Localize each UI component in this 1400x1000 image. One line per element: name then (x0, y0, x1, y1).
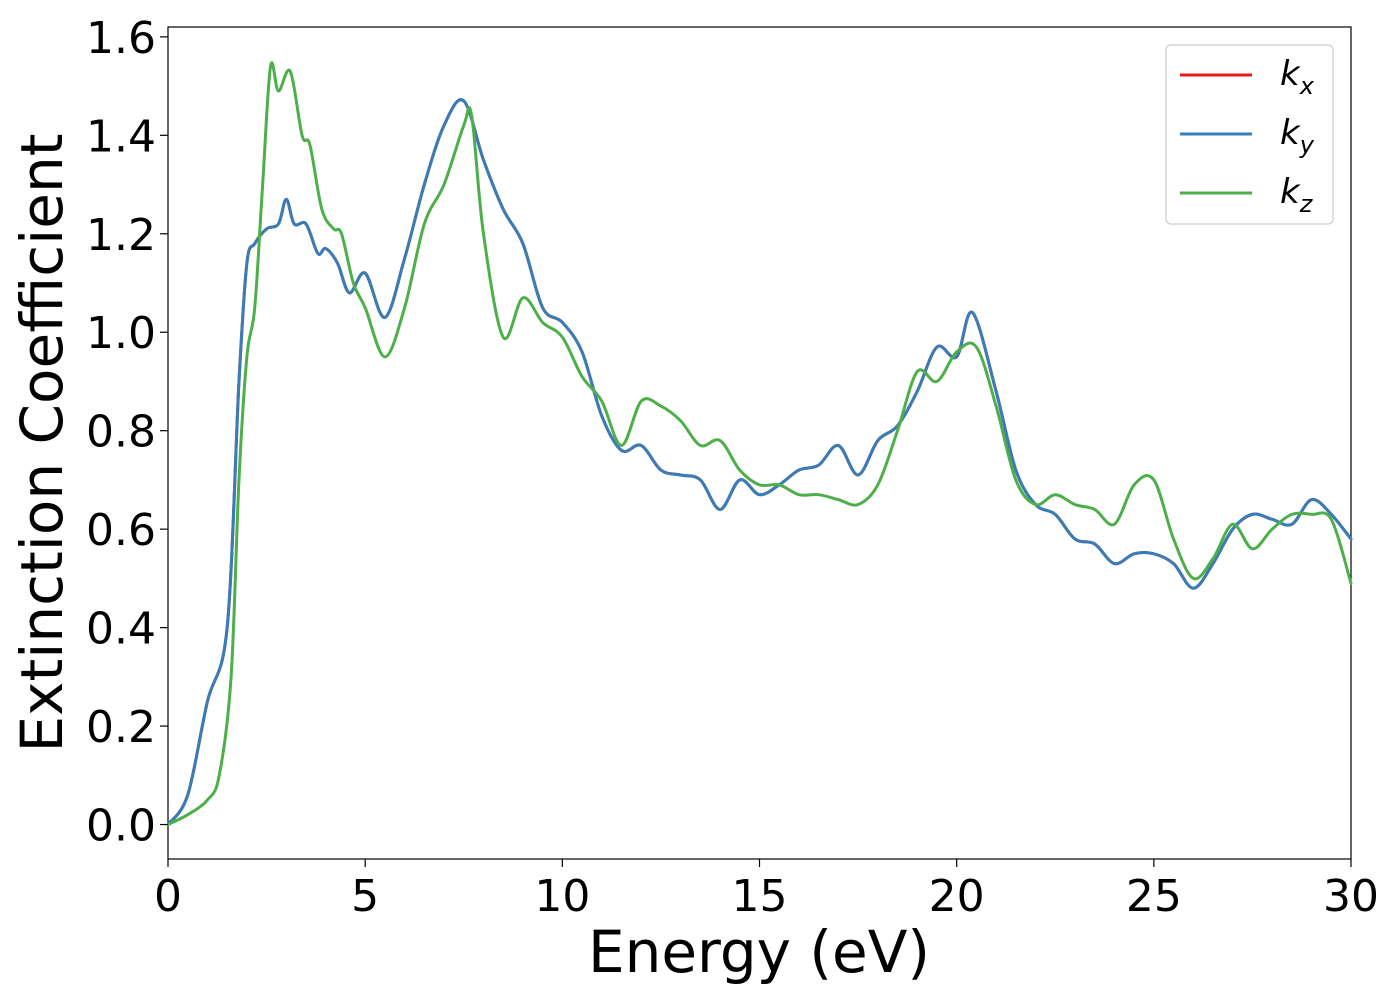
x-axis: 0 5 10 15 20 25 30 (154, 859, 1379, 922)
x-tick-label: 0 (154, 871, 182, 922)
y-axis-label: Extinction Coefficient (8, 134, 76, 753)
y-tick-label: 0.4 (86, 604, 156, 655)
y-tick-label: 1.4 (86, 111, 156, 162)
x-axis-label: Energy (eV) (588, 918, 930, 986)
legend-subscript: y (1299, 131, 1315, 159)
series-layer (166, 61, 1353, 827)
y-tick-label: 0.0 (86, 801, 156, 852)
y-tick-label: 1.2 (86, 210, 156, 261)
y-axis: 0.0 0.2 0.4 0.6 0.8 1.0 1.2 1.4 1.6 (86, 13, 168, 852)
y-tick-label: 1.6 (86, 13, 156, 64)
x-tick-label: 15 (732, 871, 788, 922)
y-tick-label: 0.6 (86, 505, 156, 556)
x-tick-label: 10 (534, 871, 590, 922)
series-line-ky (166, 98, 1353, 827)
y-tick-label: 1.0 (86, 308, 156, 359)
legend-subscript: z (1299, 190, 1314, 218)
x-tick-label: 30 (1323, 871, 1379, 922)
series-line-kz (166, 61, 1353, 827)
y-tick-label: 0.2 (86, 702, 156, 753)
x-tick-label: 5 (351, 871, 379, 922)
y-tick-label: 0.8 (86, 407, 156, 458)
legend-subscript: x (1299, 72, 1315, 100)
x-tick-label: 25 (1126, 871, 1182, 922)
x-tick-label: 20 (929, 871, 985, 922)
